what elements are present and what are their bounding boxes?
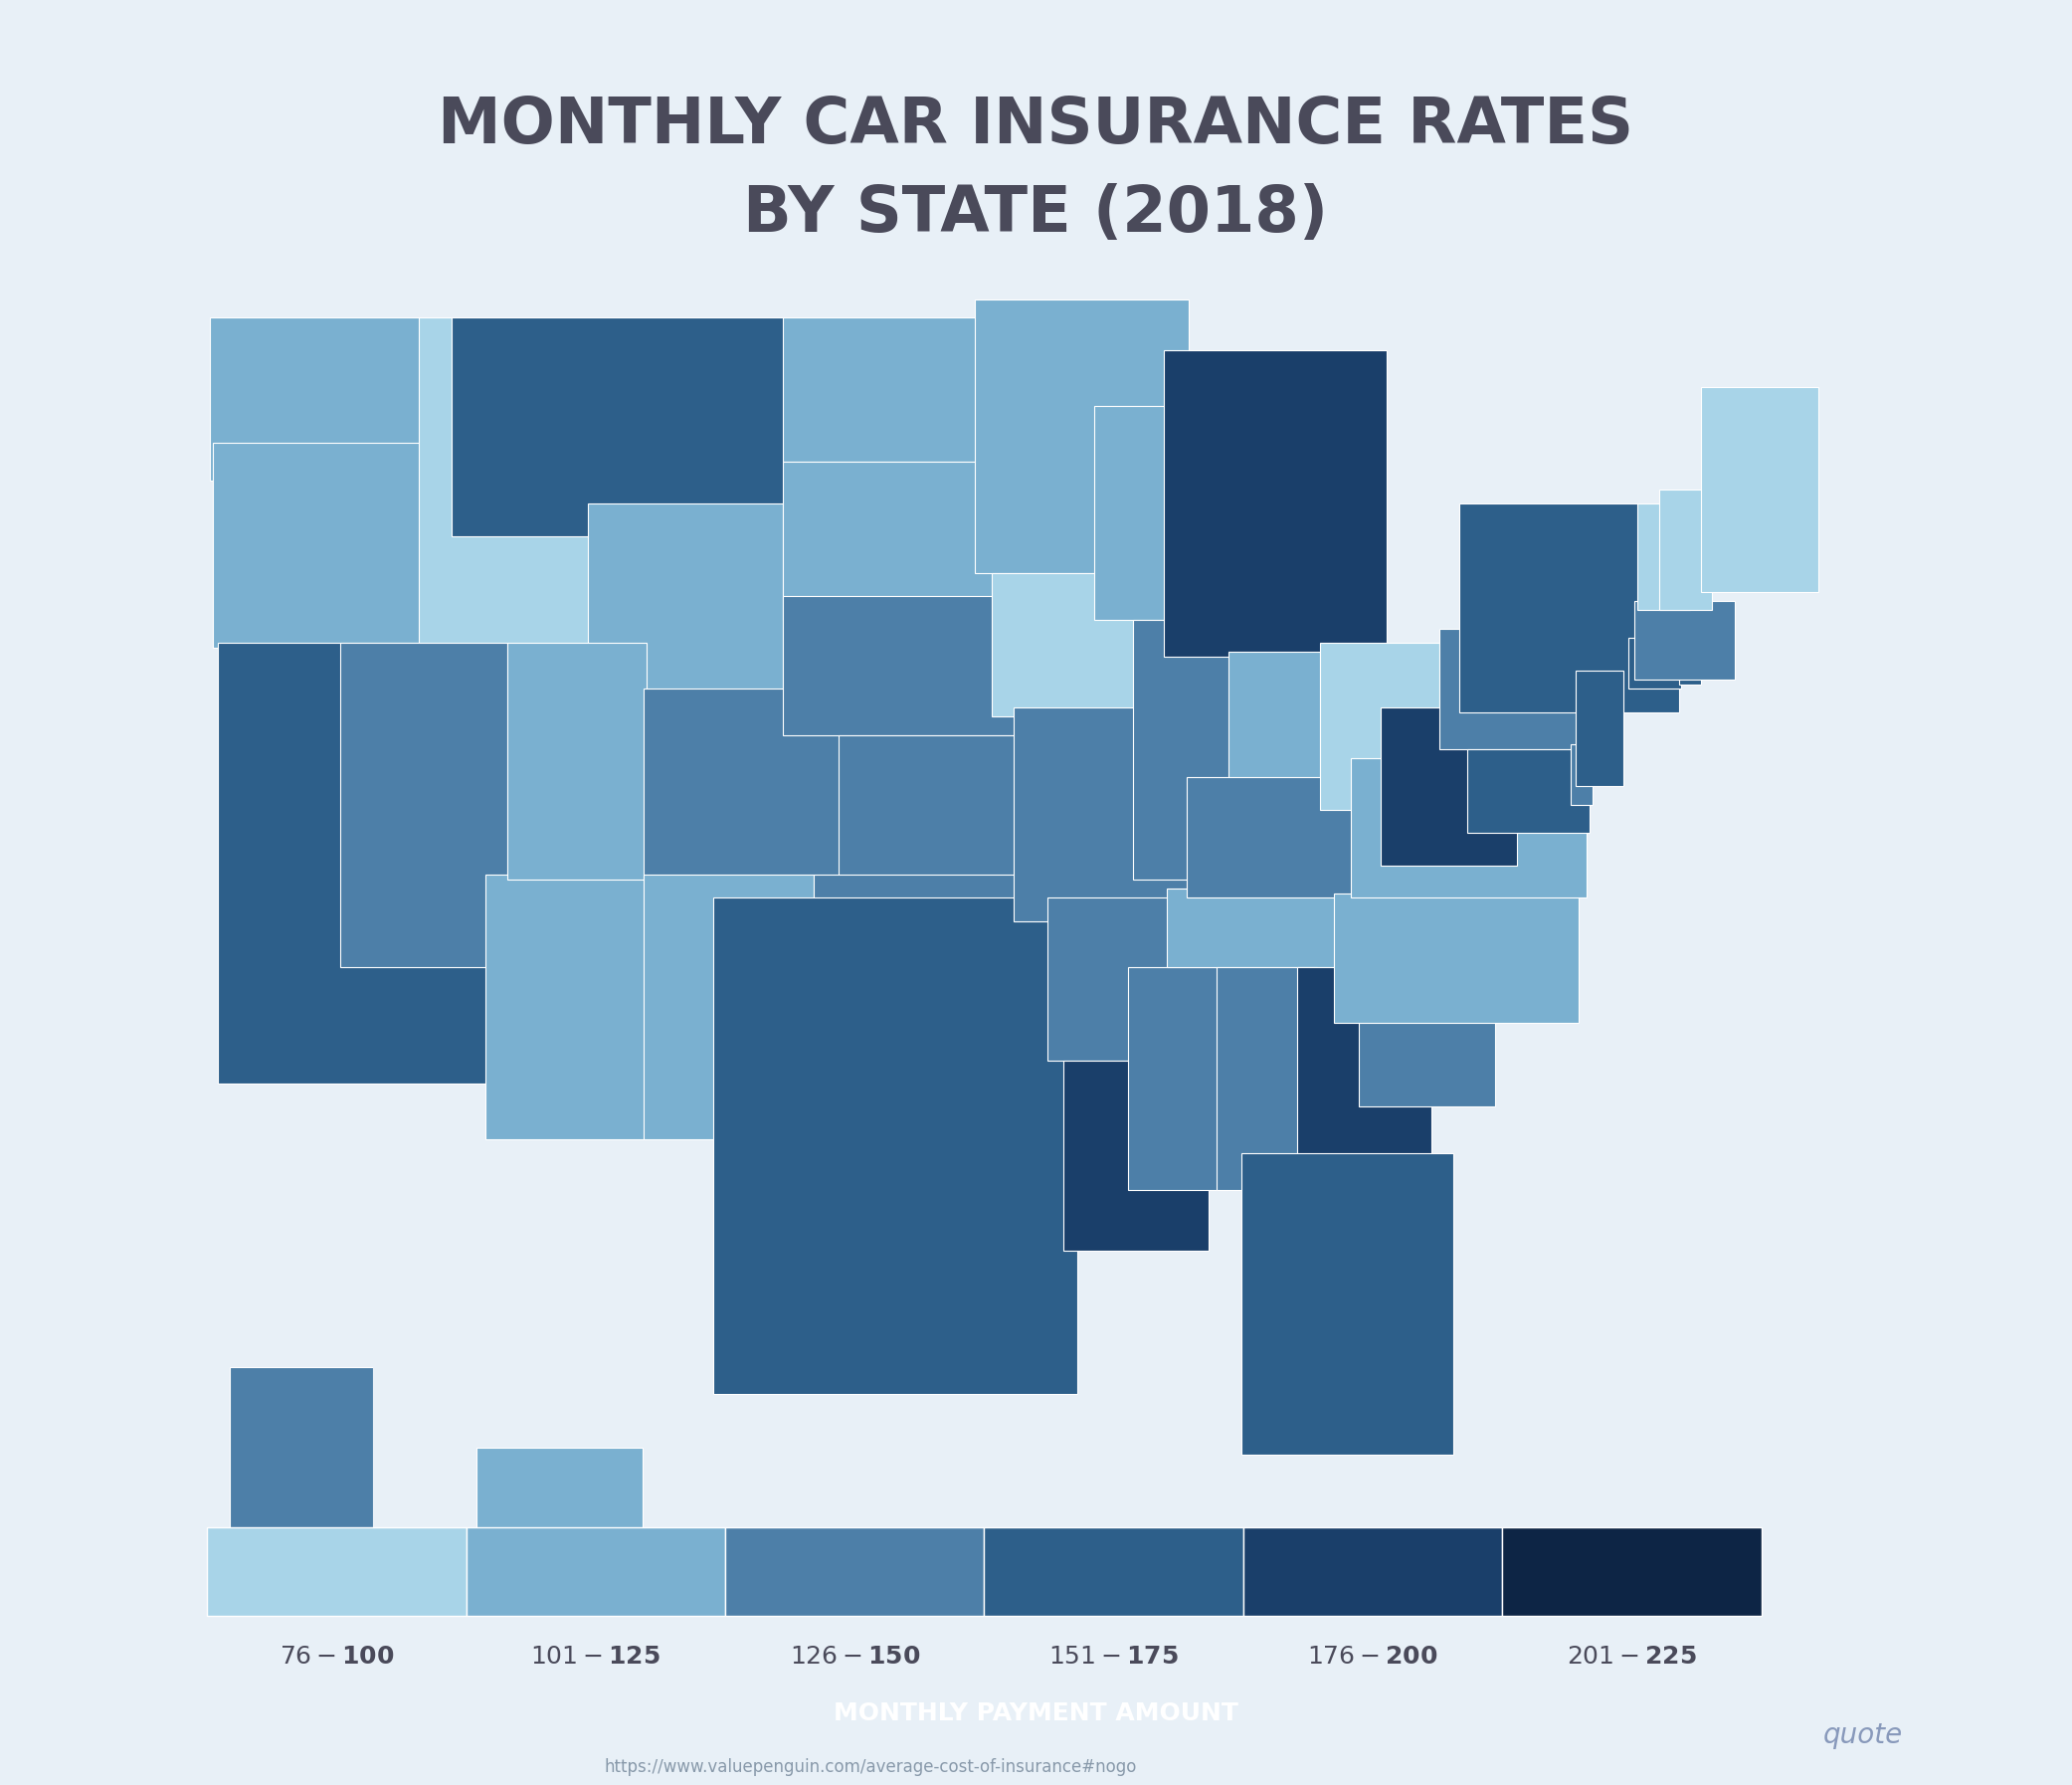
Polygon shape — [1297, 967, 1432, 1182]
Polygon shape — [1467, 750, 1589, 834]
Polygon shape — [1063, 1060, 1208, 1251]
Polygon shape — [209, 318, 427, 480]
Polygon shape — [218, 643, 506, 1083]
Polygon shape — [452, 318, 785, 536]
Polygon shape — [1571, 744, 1593, 805]
FancyBboxPatch shape — [207, 1528, 466, 1615]
Polygon shape — [1359, 959, 1496, 1107]
Polygon shape — [477, 1448, 642, 1546]
Polygon shape — [1229, 652, 1320, 837]
FancyBboxPatch shape — [1502, 1528, 1761, 1615]
Polygon shape — [992, 573, 1173, 718]
Polygon shape — [1133, 619, 1245, 880]
Polygon shape — [783, 318, 992, 462]
Polygon shape — [1167, 889, 1409, 967]
Polygon shape — [1660, 489, 1711, 610]
FancyBboxPatch shape — [725, 1528, 984, 1615]
Polygon shape — [1046, 898, 1187, 1060]
FancyBboxPatch shape — [466, 1528, 725, 1615]
Polygon shape — [1701, 387, 1817, 591]
Text: $176-$200: $176-$200 — [1307, 1646, 1438, 1669]
Polygon shape — [783, 596, 1028, 735]
Text: $76-$100: $76-$100 — [280, 1646, 394, 1669]
Polygon shape — [1187, 776, 1401, 898]
Polygon shape — [1351, 759, 1587, 898]
Text: https://www.valuepenguin.com/average-cost-of-insurance#nogo: https://www.valuepenguin.com/average-cos… — [603, 1758, 1138, 1776]
FancyBboxPatch shape — [984, 1528, 1243, 1615]
Polygon shape — [419, 318, 591, 648]
FancyBboxPatch shape — [1243, 1528, 1502, 1615]
Text: quote: quote — [1823, 1721, 1904, 1749]
Polygon shape — [1678, 643, 1701, 684]
Polygon shape — [1013, 707, 1200, 921]
Polygon shape — [1164, 350, 1386, 657]
Text: $201-$225: $201-$225 — [1566, 1646, 1697, 1669]
Polygon shape — [508, 643, 646, 880]
Polygon shape — [1382, 707, 1517, 866]
Polygon shape — [588, 503, 783, 694]
Polygon shape — [644, 689, 841, 880]
Polygon shape — [783, 462, 997, 619]
Polygon shape — [1577, 671, 1622, 787]
Polygon shape — [839, 735, 1046, 880]
Text: MONTHLY CAR INSURANCE RATES: MONTHLY CAR INSURANCE RATES — [437, 95, 1635, 155]
Polygon shape — [1629, 637, 1682, 689]
Polygon shape — [1127, 967, 1229, 1191]
Polygon shape — [1334, 892, 1579, 1023]
Polygon shape — [644, 875, 814, 1139]
Polygon shape — [1094, 405, 1280, 619]
Polygon shape — [1320, 643, 1440, 810]
Polygon shape — [213, 443, 437, 648]
Polygon shape — [1440, 628, 1602, 750]
Polygon shape — [340, 643, 508, 967]
Polygon shape — [230, 1367, 373, 1540]
Text: MONTHLY PAYMENT AMOUNT: MONTHLY PAYMENT AMOUNT — [833, 1701, 1239, 1726]
Polygon shape — [1216, 967, 1318, 1191]
Polygon shape — [1637, 503, 1691, 610]
Text: $126-$150: $126-$150 — [789, 1646, 920, 1669]
Polygon shape — [713, 898, 1077, 1394]
Polygon shape — [485, 875, 646, 1139]
Polygon shape — [814, 875, 1053, 1032]
Polygon shape — [1459, 503, 1678, 712]
Polygon shape — [974, 300, 1189, 573]
Polygon shape — [1635, 602, 1734, 680]
Text: BY STATE (2018): BY STATE (2018) — [744, 184, 1328, 245]
Text: $151-$175: $151-$175 — [1048, 1646, 1179, 1669]
Text: $101-$125: $101-$125 — [530, 1646, 661, 1669]
Polygon shape — [1241, 1153, 1452, 1455]
